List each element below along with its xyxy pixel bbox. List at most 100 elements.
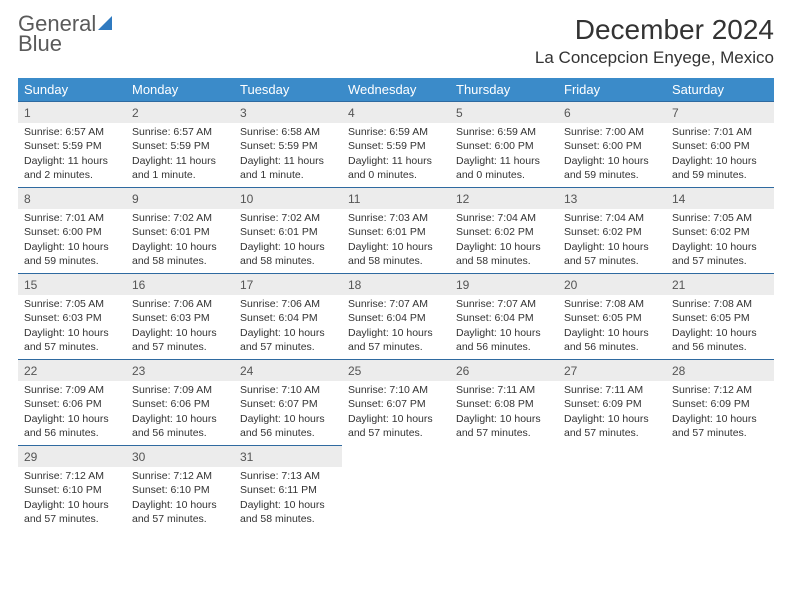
month-title: December 2024 [535,14,774,46]
calendar-cell: 4Sunrise: 6:59 AMSunset: 5:59 PMDaylight… [342,102,450,188]
day-info: Sunrise: 6:57 AMSunset: 5:59 PMDaylight:… [126,123,234,186]
day-info: Sunrise: 7:12 AMSunset: 6:09 PMDaylight:… [666,381,774,444]
day-info: Sunrise: 7:08 AMSunset: 6:05 PMDaylight:… [666,295,774,358]
day-info: Sunrise: 7:08 AMSunset: 6:05 PMDaylight:… [558,295,666,358]
day-info: Sunrise: 7:12 AMSunset: 6:10 PMDaylight:… [126,467,234,530]
day-number: 8 [18,188,126,209]
calendar-cell: 25Sunrise: 7:10 AMSunset: 6:07 PMDayligh… [342,360,450,446]
calendar-cell [558,446,666,532]
day-info: Sunrise: 7:05 AMSunset: 6:03 PMDaylight:… [18,295,126,358]
day-info: Sunrise: 7:04 AMSunset: 6:02 PMDaylight:… [450,209,558,272]
day-number: 14 [666,188,774,209]
calendar-cell: 2Sunrise: 6:57 AMSunset: 5:59 PMDaylight… [126,102,234,188]
header: General Blue December 2024 La Concepcion… [18,14,774,68]
day-number: 20 [558,274,666,295]
calendar-cell: 17Sunrise: 7:06 AMSunset: 6:04 PMDayligh… [234,274,342,360]
day-info: Sunrise: 7:11 AMSunset: 6:09 PMDaylight:… [558,381,666,444]
day-number: 27 [558,360,666,381]
calendar-cell: 26Sunrise: 7:11 AMSunset: 6:08 PMDayligh… [450,360,558,446]
day-info: Sunrise: 7:00 AMSunset: 6:00 PMDaylight:… [558,123,666,186]
day-info: Sunrise: 7:02 AMSunset: 6:01 PMDaylight:… [234,209,342,272]
calendar-cell: 12Sunrise: 7:04 AMSunset: 6:02 PMDayligh… [450,188,558,274]
calendar-cell: 14Sunrise: 7:05 AMSunset: 6:02 PMDayligh… [666,188,774,274]
day-info: Sunrise: 7:02 AMSunset: 6:01 PMDaylight:… [126,209,234,272]
weekday-header: Saturday [666,78,774,102]
day-info: Sunrise: 6:59 AMSunset: 5:59 PMDaylight:… [342,123,450,186]
day-info: Sunrise: 7:10 AMSunset: 6:07 PMDaylight:… [234,381,342,444]
calendar-row: 15Sunrise: 7:05 AMSunset: 6:03 PMDayligh… [18,274,774,360]
calendar-cell: 29Sunrise: 7:12 AMSunset: 6:10 PMDayligh… [18,446,126,532]
calendar-cell: 16Sunrise: 7:06 AMSunset: 6:03 PMDayligh… [126,274,234,360]
day-info: Sunrise: 6:57 AMSunset: 5:59 PMDaylight:… [18,123,126,186]
calendar-cell: 21Sunrise: 7:08 AMSunset: 6:05 PMDayligh… [666,274,774,360]
weekday-header: Thursday [450,78,558,102]
day-number: 4 [342,102,450,123]
day-info: Sunrise: 7:07 AMSunset: 6:04 PMDaylight:… [450,295,558,358]
calendar-cell [342,446,450,532]
day-number: 19 [450,274,558,295]
calendar-cell: 3Sunrise: 6:58 AMSunset: 5:59 PMDaylight… [234,102,342,188]
calendar-cell: 9Sunrise: 7:02 AMSunset: 6:01 PMDaylight… [126,188,234,274]
day-info: Sunrise: 7:01 AMSunset: 6:00 PMDaylight:… [18,209,126,272]
weekday-header: Friday [558,78,666,102]
calendar-cell: 1Sunrise: 6:57 AMSunset: 5:59 PMDaylight… [18,102,126,188]
day-number: 18 [342,274,450,295]
day-info: Sunrise: 7:05 AMSunset: 6:02 PMDaylight:… [666,209,774,272]
day-number: 31 [234,446,342,467]
calendar-cell: 31Sunrise: 7:13 AMSunset: 6:11 PMDayligh… [234,446,342,532]
day-number: 30 [126,446,234,467]
day-number: 2 [126,102,234,123]
day-number: 13 [558,188,666,209]
calendar-cell: 11Sunrise: 7:03 AMSunset: 6:01 PMDayligh… [342,188,450,274]
day-info: Sunrise: 7:03 AMSunset: 6:01 PMDaylight:… [342,209,450,272]
calendar-cell: 10Sunrise: 7:02 AMSunset: 6:01 PMDayligh… [234,188,342,274]
day-info: Sunrise: 7:04 AMSunset: 6:02 PMDaylight:… [558,209,666,272]
day-number: 9 [126,188,234,209]
logo: General Blue [18,14,112,54]
location: La Concepcion Enyege, Mexico [535,48,774,68]
day-number: 22 [18,360,126,381]
day-number: 5 [450,102,558,123]
calendar-body: 1Sunrise: 6:57 AMSunset: 5:59 PMDaylight… [18,102,774,532]
day-number: 1 [18,102,126,123]
day-number: 28 [666,360,774,381]
calendar-cell: 20Sunrise: 7:08 AMSunset: 6:05 PMDayligh… [558,274,666,360]
weekday-header: Sunday [18,78,126,102]
day-info: Sunrise: 7:10 AMSunset: 6:07 PMDaylight:… [342,381,450,444]
logo-blue: Blue [18,34,112,54]
calendar-cell: 28Sunrise: 7:12 AMSunset: 6:09 PMDayligh… [666,360,774,446]
calendar-row: 22Sunrise: 7:09 AMSunset: 6:06 PMDayligh… [18,360,774,446]
day-number: 7 [666,102,774,123]
calendar-cell: 15Sunrise: 7:05 AMSunset: 6:03 PMDayligh… [18,274,126,360]
day-number: 26 [450,360,558,381]
weekday-header: Wednesday [342,78,450,102]
calendar-cell: 22Sunrise: 7:09 AMSunset: 6:06 PMDayligh… [18,360,126,446]
calendar-cell: 13Sunrise: 7:04 AMSunset: 6:02 PMDayligh… [558,188,666,274]
day-info: Sunrise: 7:09 AMSunset: 6:06 PMDaylight:… [18,381,126,444]
day-info: Sunrise: 7:09 AMSunset: 6:06 PMDaylight:… [126,381,234,444]
calendar-table: SundayMondayTuesdayWednesdayThursdayFrid… [18,78,774,532]
calendar-cell: 8Sunrise: 7:01 AMSunset: 6:00 PMDaylight… [18,188,126,274]
day-number: 15 [18,274,126,295]
calendar-cell: 30Sunrise: 7:12 AMSunset: 6:10 PMDayligh… [126,446,234,532]
day-number: 21 [666,274,774,295]
day-number: 6 [558,102,666,123]
day-info: Sunrise: 7:01 AMSunset: 6:00 PMDaylight:… [666,123,774,186]
day-number: 29 [18,446,126,467]
day-number: 10 [234,188,342,209]
calendar-cell: 24Sunrise: 7:10 AMSunset: 6:07 PMDayligh… [234,360,342,446]
weekday-header: Tuesday [234,78,342,102]
calendar-cell: 19Sunrise: 7:07 AMSunset: 6:04 PMDayligh… [450,274,558,360]
calendar-cell [450,446,558,532]
day-info: Sunrise: 7:06 AMSunset: 6:03 PMDaylight:… [126,295,234,358]
day-number: 16 [126,274,234,295]
day-info: Sunrise: 6:58 AMSunset: 5:59 PMDaylight:… [234,123,342,186]
day-number: 25 [342,360,450,381]
weekday-header: Monday [126,78,234,102]
calendar-cell: 27Sunrise: 7:11 AMSunset: 6:09 PMDayligh… [558,360,666,446]
day-number: 3 [234,102,342,123]
day-info: Sunrise: 6:59 AMSunset: 6:00 PMDaylight:… [450,123,558,186]
calendar-cell: 7Sunrise: 7:01 AMSunset: 6:00 PMDaylight… [666,102,774,188]
logo-sail-icon [98,16,112,30]
calendar-row: 8Sunrise: 7:01 AMSunset: 6:00 PMDaylight… [18,188,774,274]
